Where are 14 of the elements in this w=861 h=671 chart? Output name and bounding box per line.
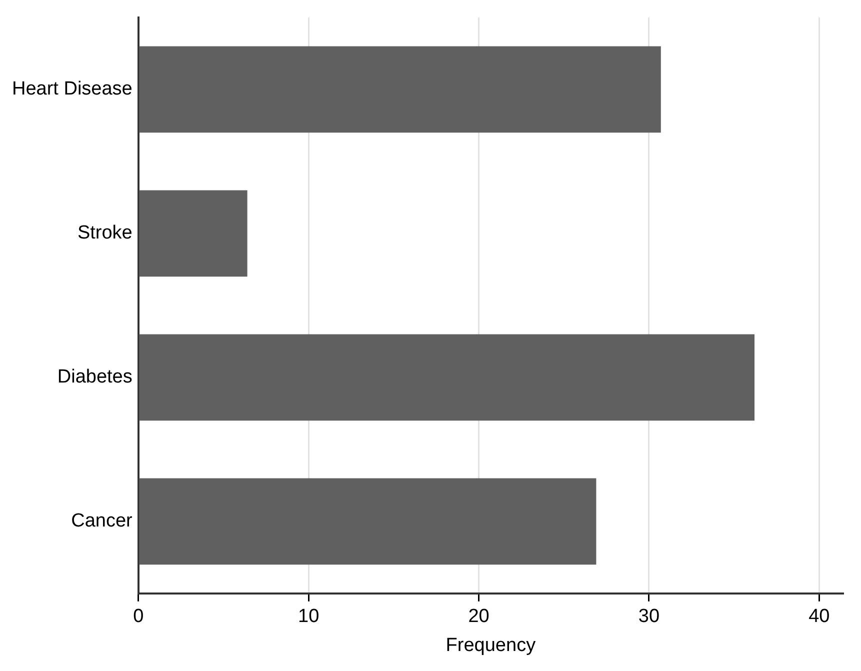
- bar: [139, 46, 661, 133]
- x-tick-label: 40: [808, 606, 830, 628]
- x-tick-label: 30: [638, 606, 660, 628]
- y-tick-label: Cancer: [71, 510, 134, 532]
- bar: [139, 190, 248, 277]
- bar: [139, 334, 754, 421]
- y-tick-label: Heart Disease: [12, 78, 132, 100]
- y-tick-label: Diabetes: [57, 366, 132, 388]
- x-tick-label: 0: [133, 606, 144, 628]
- bar: [139, 478, 596, 565]
- x-axis-title: Frequency: [446, 634, 536, 656]
- x-tick-label: 10: [298, 606, 320, 628]
- x-tick-label: 20: [468, 606, 490, 628]
- y-tick-label: Stroke: [77, 222, 132, 244]
